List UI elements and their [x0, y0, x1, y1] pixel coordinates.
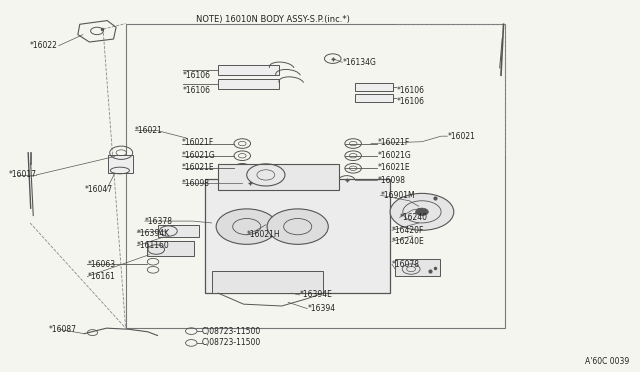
Circle shape [415, 208, 428, 215]
Text: *16240: *16240 [399, 213, 428, 222]
Text: *16394: *16394 [307, 304, 335, 313]
Text: *16394K: *16394K [137, 229, 170, 238]
Bar [108, 155, 132, 173]
Text: *16021: *16021 [447, 132, 476, 141]
Bar [218, 65, 278, 75]
Text: *16078: *16078 [392, 260, 420, 269]
Text: *16021: *16021 [135, 126, 163, 135]
Text: *16021E: *16021E [182, 163, 214, 172]
Bar [355, 83, 394, 91]
Bar [212, 271, 323, 293]
Text: *16017: *16017 [9, 170, 37, 179]
Text: *16106: *16106 [396, 97, 424, 106]
Text: *16134G: *16134G [342, 58, 376, 67]
Text: *16021H: *16021H [246, 230, 280, 239]
Bar [125, 23, 505, 328]
Bar [205, 179, 390, 293]
Circle shape [216, 209, 277, 244]
Text: *16394E: *16394E [300, 291, 333, 299]
Text: A'60C 0039: A'60C 0039 [585, 357, 629, 366]
Bar [218, 164, 339, 190]
Bar [218, 79, 278, 89]
Text: *16098: *16098 [378, 176, 405, 185]
Text: *16021F: *16021F [378, 138, 410, 147]
Text: C)08723-11500: C)08723-11500 [202, 327, 261, 336]
Text: *16106: *16106 [183, 86, 211, 94]
Text: C)08723-11500: C)08723-11500 [202, 339, 261, 347]
Text: *16063: *16063 [88, 260, 116, 269]
Text: *16106: *16106 [183, 71, 211, 80]
Bar [157, 225, 199, 237]
Circle shape [390, 193, 454, 230]
Text: *16087: *16087 [49, 325, 77, 334]
Text: *16021G: *16021G [378, 151, 411, 160]
Text: *16420F: *16420F [392, 226, 424, 235]
Text: *16047: *16047 [84, 185, 113, 194]
Text: *16378: *16378 [145, 217, 173, 225]
Text: *16022: *16022 [30, 41, 58, 50]
Text: *161160: *161160 [137, 241, 170, 250]
Text: *16106: *16106 [396, 86, 424, 94]
Text: *16240E: *16240E [392, 237, 425, 246]
Text: *16021G: *16021G [182, 151, 216, 160]
Text: *16021E: *16021E [378, 163, 410, 172]
Bar [395, 259, 440, 276]
Text: *16161: *16161 [88, 272, 115, 281]
Text: *16901M: *16901M [381, 191, 415, 200]
Text: *16098: *16098 [182, 179, 210, 187]
Bar [355, 94, 394, 102]
Circle shape [267, 209, 328, 244]
Text: *16021F: *16021F [182, 138, 214, 147]
Bar [147, 241, 195, 256]
Text: NOTE) 16010N BODY ASSY-S.P.(inc.*): NOTE) 16010N BODY ASSY-S.P.(inc.*) [196, 15, 349, 23]
